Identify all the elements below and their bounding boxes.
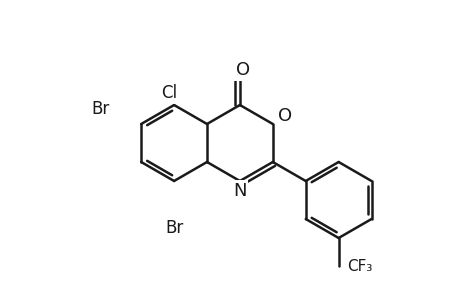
Text: Cl: Cl <box>161 84 177 102</box>
Text: CF₃: CF₃ <box>346 259 371 274</box>
Text: O: O <box>277 107 291 125</box>
Text: Br: Br <box>91 100 110 118</box>
Text: N: N <box>233 182 246 200</box>
Text: Br: Br <box>165 219 183 237</box>
Text: O: O <box>235 61 249 80</box>
